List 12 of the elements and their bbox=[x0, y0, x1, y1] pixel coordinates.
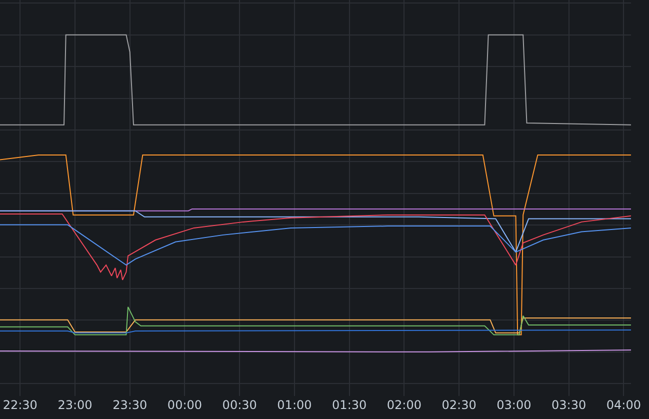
x-tick-label: 03:30 bbox=[552, 398, 586, 412]
x-tick-label: 02:30 bbox=[442, 398, 476, 412]
x-tick-label: 23:00 bbox=[58, 398, 92, 412]
x-tick-label: 22:30 bbox=[2, 398, 38, 412]
x-tick-label: 00:00 bbox=[167, 398, 202, 412]
x-tick-label: 00:30 bbox=[222, 398, 257, 412]
x-tick-label: 01:30 bbox=[332, 398, 367, 412]
x-tick-label: 04:00 bbox=[606, 398, 641, 412]
x-tick-label: 02:00 bbox=[386, 398, 422, 412]
x-tick-label: 01:00 bbox=[277, 398, 312, 412]
x-tick-label: 03:00 bbox=[496, 398, 532, 412]
x-tick-label: 23:30 bbox=[112, 398, 148, 412]
